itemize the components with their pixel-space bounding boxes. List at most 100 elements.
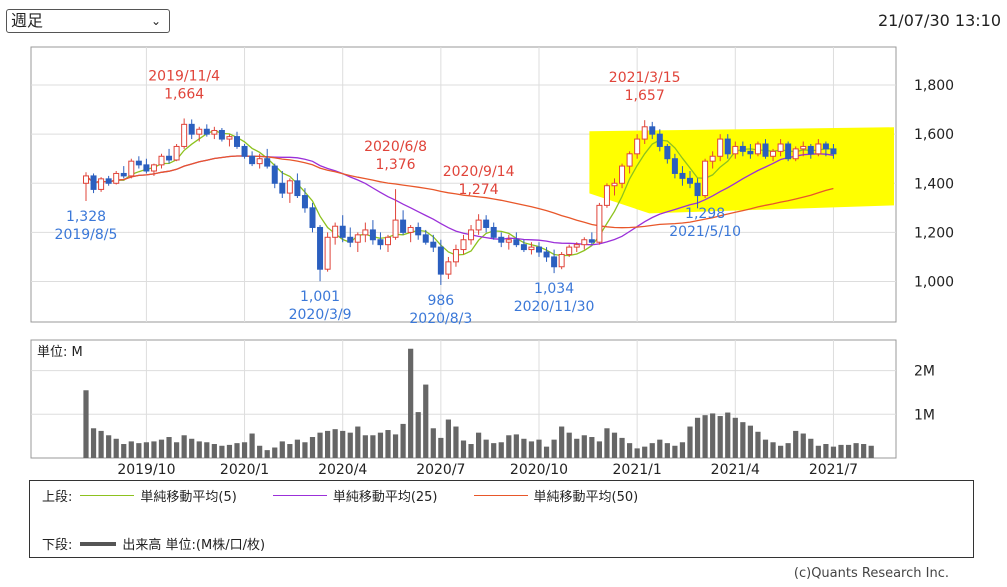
candle-body — [483, 219, 490, 228]
candle-body — [656, 133, 663, 147]
volume-bar — [536, 439, 542, 458]
candle-body — [143, 164, 150, 172]
candle-body — [739, 145, 746, 152]
candle-body — [543, 251, 550, 258]
legend-ma50-label: 単純移動平均(50) — [533, 490, 639, 505]
candle-body — [309, 207, 316, 228]
candle-body — [596, 204, 603, 243]
candle-body — [249, 155, 256, 165]
candle-body — [770, 150, 777, 157]
x-tick-label: 2020/1 — [220, 462, 269, 478]
candle-body — [279, 182, 286, 194]
volume-bar — [657, 439, 663, 458]
volume-bar — [687, 426, 693, 458]
volume-bar — [770, 442, 776, 458]
legend-ma50-swatch — [473, 495, 528, 496]
volume-bar — [611, 432, 618, 458]
volume-bar — [543, 446, 550, 458]
candle-body — [105, 178, 112, 184]
volume-bar — [838, 444, 844, 458]
candle-body — [626, 153, 633, 167]
volume-bar — [264, 450, 270, 458]
volume-bar — [619, 437, 625, 458]
legend-volume-label: 出来高 単位:(M株/口/枚) — [122, 538, 266, 553]
volume-bar — [785, 443, 791, 458]
volume-bar — [528, 441, 535, 458]
volume-bar — [808, 438, 814, 458]
annotation-low-date: 2021/5/10 — [669, 224, 741, 240]
legend-lower-label: 下段: — [42, 538, 73, 553]
volume-bar — [778, 445, 784, 458]
volume-bar — [664, 443, 670, 458]
price-tick-label: 1,200 — [914, 225, 954, 241]
candle-body — [558, 253, 565, 268]
volume-bar — [158, 439, 165, 458]
x-tick-label: 2020/10 — [510, 462, 568, 478]
volume-bar — [521, 438, 527, 458]
candle-body — [113, 172, 120, 184]
volume-bar — [287, 444, 293, 458]
candle-body — [339, 225, 346, 238]
volume-bar — [861, 444, 867, 458]
candle-body — [90, 175, 97, 190]
legend-ma5-label: 単純移動平均(5) — [140, 490, 237, 505]
volume-bar — [596, 441, 602, 458]
volume-bar — [204, 442, 210, 458]
candle-body — [188, 123, 195, 135]
volume-bar — [181, 435, 187, 458]
volume-bar — [453, 426, 459, 458]
volume-bar — [823, 444, 829, 458]
volume-bar — [219, 445, 225, 458]
volume-bar — [559, 426, 565, 458]
legend-volume-swatch — [80, 541, 117, 546]
volume-bar — [392, 434, 399, 458]
volume-bar — [551, 439, 557, 458]
candle-body — [641, 126, 648, 140]
candle-body — [702, 160, 709, 197]
volume-bar — [762, 439, 769, 458]
volume-bar — [400, 423, 406, 458]
volume-bar — [845, 444, 852, 458]
candle-body — [588, 239, 595, 243]
legend-ma5: 単純移動平均(5) — [72, 486, 237, 505]
candle-body — [385, 236, 391, 246]
candle-body — [611, 182, 618, 187]
candle-body — [732, 145, 739, 155]
volume-bar — [476, 432, 482, 458]
chevron-down-icon: ⌄ — [150, 14, 161, 28]
annotation-low-date: 2019/8/5 — [55, 227, 118, 243]
annotation-low-date: 2020/3/9 — [289, 307, 352, 323]
candle-body — [754, 143, 761, 155]
candle-body — [256, 158, 263, 165]
period-select[interactable]: 週足 ⌄ — [6, 9, 170, 33]
annotation-low-date: 2020/11/30 — [514, 299, 595, 315]
candle-body — [505, 239, 512, 243]
annotation-low-date: 2020/8/3 — [409, 311, 472, 327]
annotation-high-value: 1,664 — [164, 86, 204, 102]
volume-bar — [355, 426, 361, 458]
volume-bar — [498, 442, 504, 458]
volume-bar — [423, 384, 429, 458]
candle-body — [120, 172, 127, 177]
volume-bar — [370, 435, 376, 458]
candle-body — [566, 246, 573, 255]
volume-bar — [589, 437, 595, 458]
volume-bar — [189, 438, 195, 458]
annotation-low-value: 1,298 — [685, 206, 725, 222]
candle-body — [135, 160, 142, 166]
candle-body — [437, 246, 444, 275]
candle-body — [747, 150, 754, 155]
volume-bar — [634, 448, 640, 458]
candle-body — [324, 236, 331, 270]
x-tick-label: 2021/4 — [711, 462, 760, 478]
volume-bar — [679, 442, 686, 458]
volume-tick-label: 1M — [914, 407, 935, 423]
candle-body — [203, 128, 210, 135]
candle-body — [800, 145, 807, 150]
volume-bar — [234, 443, 240, 458]
volume-bar — [121, 444, 127, 458]
volume-bar — [128, 441, 134, 458]
volume-bar — [257, 445, 263, 458]
price-tick-label: 1,800 — [914, 78, 954, 94]
candle-body — [226, 136, 233, 140]
